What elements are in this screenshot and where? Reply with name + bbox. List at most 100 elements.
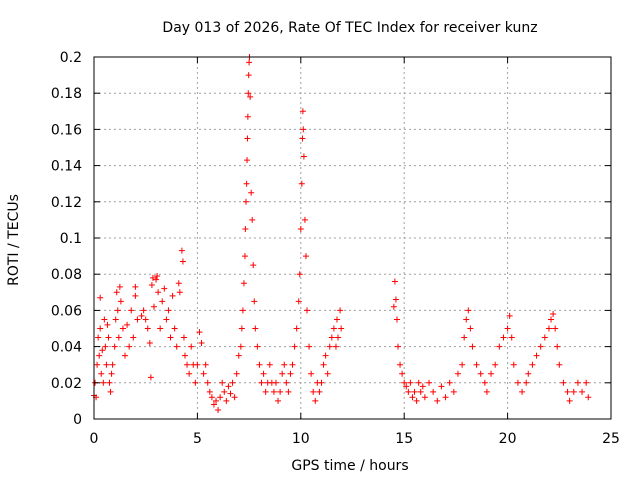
- data-point: [541, 334, 548, 341]
- data-point: [492, 361, 499, 368]
- data-point: [550, 311, 557, 318]
- x-axis-title: GPS time / hours: [291, 458, 408, 474]
- data-point: [237, 343, 244, 350]
- y-tick-label: 0.04: [51, 340, 82, 356]
- x-tick-label: 25: [602, 431, 620, 447]
- data-point: [417, 388, 424, 395]
- data-point: [316, 388, 323, 395]
- data-point: [450, 388, 457, 395]
- data-point: [510, 361, 517, 368]
- x-tick-label: 15: [395, 431, 413, 447]
- data-point: [330, 325, 337, 332]
- data-point: [312, 397, 319, 404]
- data-point: [393, 316, 400, 323]
- data-point: [161, 285, 168, 292]
- data-point: [302, 253, 309, 260]
- data-point: [244, 113, 251, 120]
- data-point: [434, 397, 441, 404]
- data-point: [467, 325, 474, 332]
- y-axis-title: ROTI / TECUs: [6, 194, 22, 286]
- data-point: [244, 135, 251, 142]
- data-point: [105, 334, 112, 341]
- data-point: [320, 361, 327, 368]
- data-point: [231, 394, 238, 401]
- data-point: [390, 303, 397, 310]
- data-point: [285, 388, 292, 395]
- data-point: [134, 316, 141, 323]
- data-point: [300, 153, 307, 160]
- data-point: [119, 325, 126, 332]
- data-point: [552, 325, 559, 332]
- data-point: [318, 379, 325, 386]
- data-point: [208, 394, 215, 401]
- data-point: [251, 298, 258, 305]
- data-point: [306, 343, 313, 350]
- y-tick-label: 0.1: [60, 231, 82, 247]
- data-point: [217, 394, 224, 401]
- data-point: [514, 379, 521, 386]
- data-points: [91, 54, 592, 413]
- data-point: [106, 379, 113, 386]
- data-point: [227, 390, 234, 397]
- data-point: [126, 343, 133, 350]
- data-point: [477, 370, 484, 377]
- data-point: [250, 262, 257, 269]
- data-point: [116, 283, 123, 290]
- data-point: [115, 334, 122, 341]
- data-point: [297, 225, 304, 232]
- data-point: [506, 312, 513, 319]
- data-point: [399, 370, 406, 377]
- data-point: [128, 307, 135, 314]
- data-point: [413, 397, 420, 404]
- data-point: [245, 72, 252, 79]
- data-point: [176, 289, 183, 296]
- data-point: [260, 370, 267, 377]
- data-point: [248, 189, 255, 196]
- data-point: [97, 294, 104, 301]
- data-point: [296, 271, 303, 278]
- data-point: [554, 343, 561, 350]
- data-point: [473, 361, 480, 368]
- data-point: [233, 370, 240, 377]
- data-point: [202, 361, 209, 368]
- data-point: [99, 347, 106, 354]
- data-point: [188, 343, 195, 350]
- data-point: [148, 282, 155, 289]
- data-point: [186, 370, 193, 377]
- data-point: [397, 361, 404, 368]
- data-point: [324, 370, 331, 377]
- data-point: [446, 379, 453, 386]
- data-point: [560, 379, 567, 386]
- data-point: [266, 361, 273, 368]
- data-point: [113, 289, 120, 296]
- y-tick-label: 0.14: [51, 159, 82, 175]
- data-point: [500, 334, 507, 341]
- data-point: [132, 292, 139, 299]
- data-point: [109, 361, 116, 368]
- y-tick-label: 0.12: [51, 195, 82, 211]
- data-point: [465, 307, 472, 314]
- data-point: [566, 397, 573, 404]
- data-point: [247, 93, 254, 100]
- data-point: [153, 276, 160, 283]
- x-tick-label: 5: [193, 431, 202, 447]
- data-point: [459, 361, 466, 368]
- data-point: [421, 394, 428, 401]
- data-point: [98, 370, 105, 377]
- data-point: [533, 352, 540, 359]
- data-point: [454, 370, 461, 377]
- data-point: [117, 298, 124, 305]
- data-point: [585, 394, 592, 401]
- data-point: [112, 316, 119, 323]
- data-point: [144, 325, 151, 332]
- data-point: [219, 379, 226, 386]
- data-point: [392, 296, 399, 303]
- data-point: [270, 388, 277, 395]
- data-point: [335, 334, 342, 341]
- data-point: [196, 329, 203, 336]
- data-point: [171, 325, 178, 332]
- data-point: [180, 334, 187, 341]
- data-point: [463, 316, 470, 323]
- y-tick-label: 0: [73, 412, 82, 428]
- data-point: [97, 325, 104, 332]
